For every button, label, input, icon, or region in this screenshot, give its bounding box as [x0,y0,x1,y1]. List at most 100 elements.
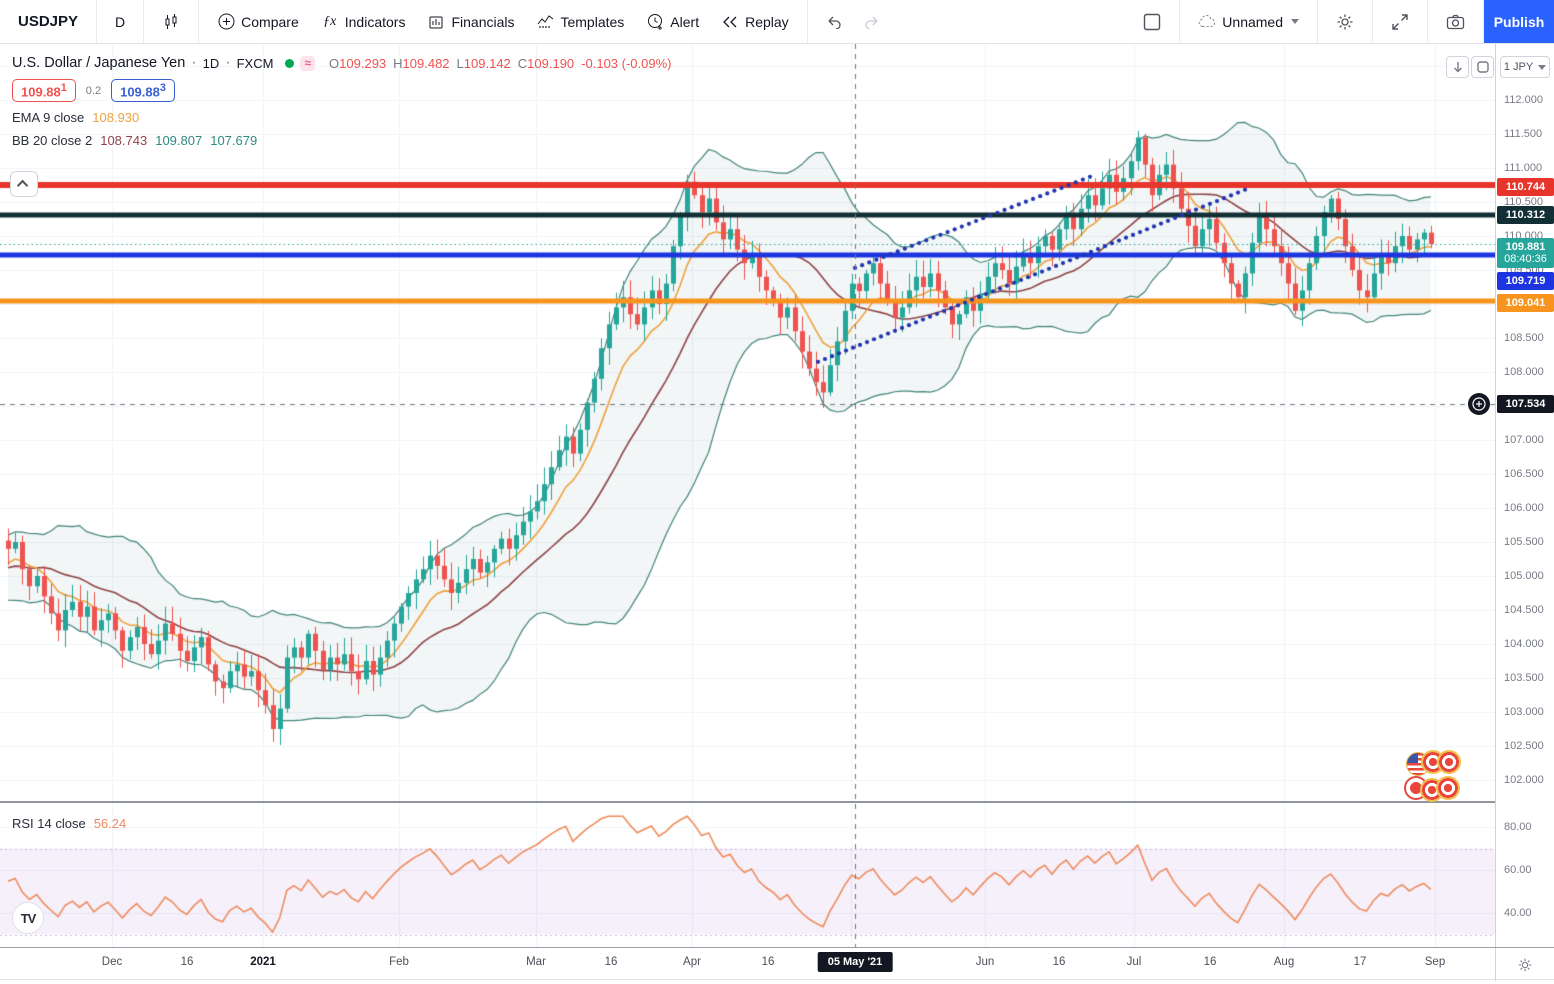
screenshot-button[interactable] [1438,9,1473,35]
interval-label: 1D [202,55,220,71]
compare-button[interactable]: Compare [209,8,307,36]
templates-button[interactable]: Templates [528,8,632,36]
price-tick-label: 104.500 [1504,604,1544,616]
market-status-icon [285,58,295,68]
price-tick-label: 108.000 [1504,366,1544,378]
ema-value: 108.930 [92,110,140,126]
indicators-label: Indicators [344,13,406,30]
pane-separator[interactable] [0,801,1554,803]
time-tick-label: 16 [1052,956,1066,968]
compare-label: Compare [241,13,299,30]
layout-name-label: Unnamed [1222,13,1283,30]
symbol-legend-row[interactable]: U.S. Dollar / Japanese Yen · 1D · FXCM ≈… [12,54,672,71]
price-tick-label: 106.000 [1504,502,1544,514]
price-tick-label: 111.500 [1504,128,1543,140]
bb-upper-value: 109.807 [155,133,203,149]
time-tick-label: 16 [761,956,775,968]
current-price-chip: 109.881 08:40:36 [1497,238,1554,268]
alert-button[interactable]: Alert [638,8,707,36]
time-tick-label: Mar [526,956,546,968]
time-axis-settings[interactable] [1495,948,1554,981]
time-tick-label: 16 [180,956,194,968]
cloud-icon [1198,13,1216,31]
price-tick-label: 105.000 [1504,570,1544,582]
price-tick-label: 104.000 [1504,638,1544,650]
undo-button[interactable] [818,10,850,34]
time-tick-label: Aug [1273,956,1295,968]
approx-price-icon: ≈ [300,55,316,71]
top-toolbar: USDJPY D Compare ƒx Indicators [0,0,1554,44]
bid-price[interactable]: 109.881 [12,79,76,103]
chevron-down-icon [1291,19,1299,24]
scroll-to-recent-button[interactable] [1446,56,1469,78]
ohlc-values: O109.293 H109.482 L109.142 C109.190 -0.1… [329,55,672,71]
price-tick-label: 103.000 [1504,706,1544,718]
rsi-value: 56.24 [93,816,127,831]
price-tick-label: 107.000 [1504,434,1544,446]
chevron-down-icon [1538,64,1547,70]
rsi-tick-label: 40.00 [1504,907,1532,919]
add-alert-plus-button[interactable] [1468,393,1490,415]
bb-legend-row[interactable]: BB 20 close 2 108.743 109.807 107.679 [12,133,258,149]
currency-unit-button[interactable]: 1 JPY [1500,56,1550,78]
indicators-button[interactable]: ƒx Indicators [313,8,414,36]
publish-button[interactable]: Publish [1484,0,1554,43]
fullscreen-button[interactable] [1383,8,1417,36]
chart-style-button[interactable] [154,8,188,36]
templates-icon [536,13,554,31]
financials-button[interactable]: Financials [419,8,522,36]
time-tick-label: Sep [1424,956,1446,968]
alert-clock-icon [646,13,664,31]
price-tick-label: 102.000 [1504,774,1544,786]
emoji-sticker-target[interactable] [1436,776,1460,800]
redo-button[interactable] [856,10,888,34]
bb-lower-value: 107.679 [210,133,258,149]
time-tick-label: Jul [1126,956,1142,968]
rsi-tick-label: 60.00 [1504,864,1532,876]
ema-legend-row[interactable]: EMA 9 close 108.930 [12,110,140,126]
time-tick-label: Apr [683,956,701,968]
time-tick-label: Jun [975,956,995,968]
replay-icon [721,13,739,31]
symbol-title: U.S. Dollar / Japanese Yen [12,55,186,71]
settings-button[interactable] [1328,8,1362,36]
tradingview-logo[interactable]: TV [12,902,44,934]
time-tick-label: Feb [389,956,409,968]
price-tick-label: 108.500 [1504,332,1544,344]
price-chart-canvas[interactable] [0,44,1495,947]
fx-icon: ƒx [323,13,337,29]
emoji-sticker-target[interactable] [1437,750,1461,774]
spread-value: 0.2 [85,84,102,97]
chart-legend: U.S. Dollar / Japanese Yen · 1D · FXCM ≈… [12,54,672,148]
time-tick-label: 17 [1353,956,1367,968]
price-tick-label: 106.500 [1504,468,1544,480]
crosshair-price-chip: 107.534 [1497,395,1554,413]
level-orange-chip: 109.041 [1497,294,1554,312]
templates-label: Templates [560,13,625,30]
rsi-tick-label: 80.00 [1504,821,1532,833]
rsi-legend-row[interactable]: RSI 14 close 56.24 [12,816,127,831]
compare-plus-icon [217,13,235,31]
bb-basis-value: 108.743 [100,133,148,149]
price-tick-label: 105.500 [1504,536,1544,548]
chevron-up-icon [16,179,29,192]
ask-price[interactable]: 109.883 [111,79,175,103]
maximize-pane-button[interactable] [1471,56,1494,78]
bid-ask-row: 109.881 0.2 109.883 [12,79,672,103]
price-axis[interactable]: 1 JPY 112.000 111.500 111.000 110.500 110.00… [1495,44,1554,947]
replay-button[interactable]: Replay [713,8,797,36]
price-tick-label: 111.000 [1504,162,1543,174]
alert-label: Alert [670,13,700,30]
symbol-button[interactable]: USDJPY [18,13,79,30]
interval-button[interactable]: D [115,13,126,30]
cloud-layout-button[interactable]: Unnamed [1190,8,1307,36]
candlestick-icon [162,13,180,31]
exchange-label: FXCM [236,55,274,71]
collapse-pane-button[interactable] [10,171,38,197]
time-tick-label: 2021 [250,956,276,968]
replay-label: Replay [745,13,789,30]
layout-select-button[interactable] [1135,8,1169,36]
time-tick-label: 16 [1203,956,1217,968]
time-axis[interactable]: 05 May '21 Dec 16 2021 Feb Mar 16 Apr 16 Jun 16 Ju… [0,947,1554,981]
